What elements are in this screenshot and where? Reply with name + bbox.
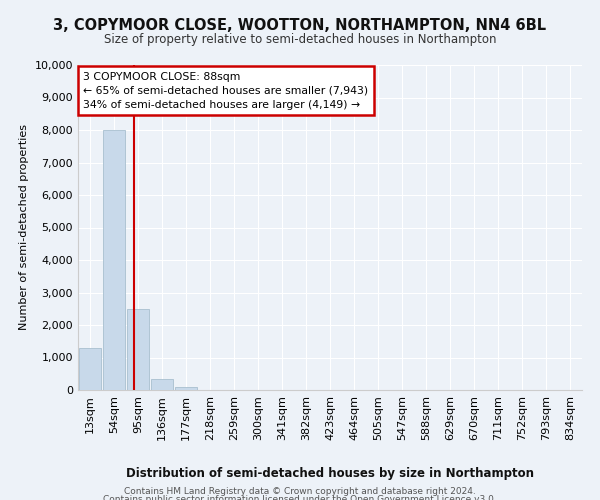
Text: Size of property relative to semi-detached houses in Northampton: Size of property relative to semi-detach… — [104, 32, 496, 46]
Bar — [151, 378, 173, 390]
Text: Contains HM Land Registry data © Crown copyright and database right 2024.: Contains HM Land Registry data © Crown c… — [124, 488, 476, 496]
Text: Contains public sector information licensed under the Open Government Licence v3: Contains public sector information licen… — [103, 495, 497, 500]
Bar — [175, 387, 197, 390]
Text: 3, COPYMOOR CLOSE, WOOTTON, NORTHAMPTON, NN4 6BL: 3, COPYMOOR CLOSE, WOOTTON, NORTHAMPTON,… — [53, 18, 547, 32]
Text: Distribution of semi-detached houses by size in Northampton: Distribution of semi-detached houses by … — [126, 468, 534, 480]
Y-axis label: Number of semi-detached properties: Number of semi-detached properties — [19, 124, 29, 330]
Bar — [79, 348, 101, 390]
Bar — [127, 308, 149, 390]
Text: 3 COPYMOOR CLOSE: 88sqm
← 65% of semi-detached houses are smaller (7,943)
34% of: 3 COPYMOOR CLOSE: 88sqm ← 65% of semi-de… — [83, 72, 368, 110]
Bar — [103, 130, 125, 390]
